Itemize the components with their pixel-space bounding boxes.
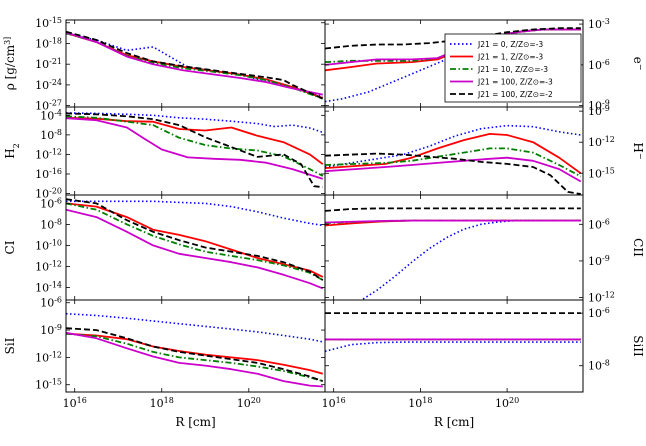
panel-frame (324, 299, 584, 393)
series-line-h2-4 (66, 112, 323, 189)
x-tick-label: 1018 (150, 396, 174, 411)
y-tick-label: 10-9 (588, 104, 610, 119)
series-line-cii-3 (325, 219, 581, 224)
y-axis-label-rho: ρ [g/cm3] (3, 37, 18, 91)
x-axis-label: R [cm] (434, 415, 474, 429)
y-tick-label: 10-27 (35, 98, 62, 113)
series-line-hminus-1 (325, 132, 582, 175)
panel-h2: 10-4 10-8 10-12 10-16 10-20 H2 (3, 106, 326, 201)
y-tick-label: 10-6 (40, 196, 62, 211)
y-tick-label: 10-9 (40, 323, 62, 338)
y-tick-label: 10-16 (35, 166, 62, 181)
series-line-cii-0 (360, 219, 581, 300)
legend-entry-label: J21 = 10, Z/Z⊙=-3 (477, 65, 548, 74)
y-tick-label: 10-6 (588, 217, 610, 232)
panel-ci: 10-6 10-8 10-10 10-12 10-14 CI (3, 194, 326, 301)
series-line-h2-0 (66, 112, 324, 134)
y-tick-label: 10-8 (588, 358, 610, 373)
legend-box (444, 33, 582, 103)
series-line-rho-4 (66, 30, 324, 100)
legend-entry-label: J21 = 100, Z/Z⊙=-3 (477, 78, 553, 87)
series-line-rho-0 (66, 33, 324, 98)
y-tick-label: 10-20 (35, 186, 62, 201)
y-tick-label: 10-10 (35, 238, 62, 253)
legend-entry-label: J21 = 1, Z/Z⊙=-3 (477, 53, 543, 62)
y-axis-label-sii_right: SiII (631, 335, 645, 357)
series-line-sii_right-0 (325, 341, 581, 353)
y-tick-label: 10-21 (35, 57, 62, 72)
y-tick-label: 10-18 (35, 36, 62, 51)
x-tick-label: 1020 (495, 396, 519, 411)
series-line-hminus-4 (325, 152, 581, 195)
series-line-rho-3 (66, 31, 323, 96)
y-tick-label: 10-12 (35, 350, 62, 365)
y-tick-label: 10-12 (588, 290, 615, 305)
y-tick-label: 10-12 (588, 135, 615, 150)
series-line-cii-4 (325, 207, 581, 212)
y-tick-label: 10-9 (588, 98, 610, 113)
series-line-ci-0 (66, 200, 323, 227)
y-tick-label: 10-3 (588, 17, 610, 32)
y-tick-label: 10-4 (40, 108, 62, 123)
panel-sii_left: 10-6 10-9 10-12 10-15 SiI (3, 295, 326, 393)
y-axis-label-cii: CII (631, 238, 645, 257)
y-tick-label: 10-15 (35, 377, 62, 392)
panel-hminus: 10-9 10-12 10-15 H− (324, 104, 646, 196)
series-line-sii_left-2 (66, 332, 324, 382)
panel-frame (324, 194, 584, 301)
series-line-hminus-2 (325, 147, 582, 178)
x-axis-label: R [cm] (175, 415, 215, 429)
panel-frame (65, 194, 326, 301)
series-line-rho-2 (66, 32, 324, 100)
y-tick-label: 10-12 (35, 147, 62, 162)
y-tick-label: 10-12 (35, 259, 62, 274)
series-line-h2-3 (66, 117, 324, 180)
panel-cii: 10-6 10-9 10-12 CII (324, 194, 645, 305)
y-tick-label: 10-8 (40, 217, 62, 232)
panel-frame (65, 19, 326, 108)
panel-frame (65, 299, 326, 393)
series-line-h2-2 (66, 115, 324, 177)
series-line-ci-4 (66, 198, 324, 281)
y-tick-label: 10-6 (40, 295, 62, 310)
legend-entry-label: J21 = 0, Z/Z⊙=-3 (477, 40, 543, 49)
series-line-ci-3 (66, 208, 324, 290)
series-line-ci-2 (66, 202, 324, 281)
series-line-sii_left-1 (66, 332, 324, 375)
y-axis-label-hminus: H− (631, 142, 646, 159)
y-tick-label: 10-6 (588, 306, 610, 321)
panel-sii_right: 10-6 10-8 SiII (324, 299, 645, 393)
y-tick-label: 10-6 (588, 57, 610, 72)
legend-entry-label: J21 = 100, Z/Z⊙=-2 (477, 90, 553, 99)
x-tick-label: 1016 (63, 396, 87, 411)
y-axis-label-ci: CI (3, 240, 17, 254)
series-line-sii_left-3 (66, 331, 323, 388)
series-line-ci-1 (66, 202, 324, 278)
y-tick-label: 10-8 (40, 127, 62, 142)
panel-rho: 10-15 10-18 10-21 10-24 10-27 ρ [g/cm3] (3, 15, 326, 113)
y-axis-label-h2: H2 (3, 143, 21, 159)
x-tick-label: 1016 (322, 396, 346, 411)
y-tick-label: 10-9 (588, 253, 610, 268)
x-tick-label: 1018 (408, 396, 432, 411)
x-tick-label: 1020 (237, 396, 261, 411)
series-line-hminus-3 (325, 156, 582, 183)
panel-frame (324, 106, 584, 196)
y-tick-label: 10-15 (35, 15, 62, 30)
y-tick-label: 10-15 (588, 166, 615, 181)
legend: J21 = 0, Z/Z⊙=-3 J21 = 1, Z/Z⊙=-3 J21 = 10… (444, 33, 582, 103)
y-tick-label: 10-14 (35, 280, 62, 295)
y-tick-label: 10-24 (35, 77, 62, 92)
y-axis-label-eminus: e− (631, 57, 646, 71)
y-axis-label-sii_left: SiI (3, 337, 17, 354)
